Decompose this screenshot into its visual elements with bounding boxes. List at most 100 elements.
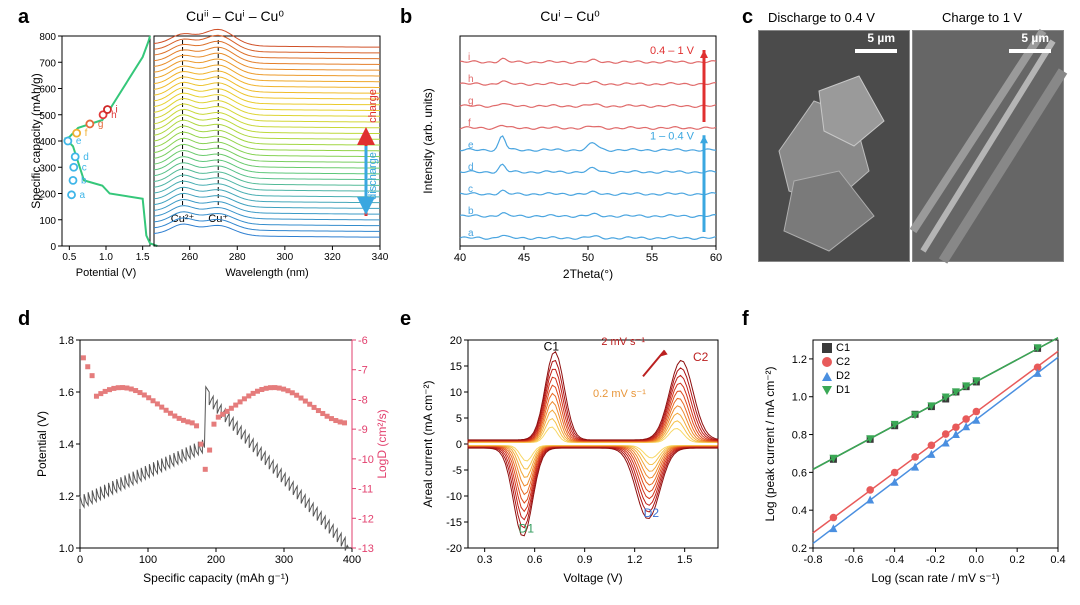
svg-text:0: 0: [456, 439, 462, 451]
panel-d-chart: 01002003004001.01.21.41.61.8-13-12-11-10…: [32, 330, 387, 590]
svg-text:55: 55: [646, 252, 658, 264]
svg-text:g: g: [98, 119, 104, 130]
svg-text:15: 15: [450, 361, 462, 373]
svg-text:C2: C2: [693, 350, 709, 364]
panel-c-right-title: Charge to 1 V: [942, 10, 1022, 25]
sem-left-shapes: [759, 31, 909, 261]
scalebar-label-left: 5 µm: [867, 31, 895, 45]
svg-text:-5: -5: [452, 465, 462, 477]
panel-label-e: e: [400, 308, 411, 331]
sem-image-right: 5 µm: [912, 30, 1064, 262]
svg-text:-9: -9: [358, 424, 368, 436]
svg-text:D1: D1: [519, 521, 535, 535]
svg-text:1.4: 1.4: [59, 439, 74, 451]
svg-text:a: a: [468, 228, 474, 239]
svg-text:c: c: [468, 184, 473, 195]
svg-text:Areal current (mA cm⁻²): Areal current (mA cm⁻²): [421, 380, 435, 507]
svg-text:1.8: 1.8: [59, 335, 74, 347]
svg-text:d: d: [468, 162, 474, 173]
svg-text:f: f: [85, 128, 88, 139]
svg-text:0: 0: [77, 554, 83, 566]
svg-text:e: e: [468, 140, 474, 151]
svg-text:1.0: 1.0: [99, 252, 113, 263]
panel-c-left-title: Discharge to 0.4 V: [768, 10, 875, 25]
svg-text:2Theta(°): 2Theta(°): [563, 267, 613, 281]
legend-item-D2: D2: [822, 370, 850, 382]
svg-text:-0.4: -0.4: [885, 554, 904, 566]
svg-text:0.8: 0.8: [792, 430, 807, 442]
svg-text:Log (scan rate / mV s⁻¹): Log (scan rate / mV s⁻¹): [871, 571, 999, 585]
svg-text:Specific capacity (mAh g⁻¹): Specific capacity (mAh g⁻¹): [143, 571, 289, 585]
svg-text:1.2: 1.2: [792, 354, 807, 366]
svg-text:1.6: 1.6: [59, 387, 74, 399]
svg-text:340: 340: [372, 252, 389, 263]
svg-text:d: d: [83, 152, 89, 163]
svg-text:-15: -15: [446, 517, 462, 529]
svg-text:280: 280: [229, 252, 246, 263]
sem-image-left: 5 µm: [758, 30, 910, 262]
svg-text:-11: -11: [358, 484, 373, 496]
legend-item-C1: C1: [822, 342, 850, 354]
svg-text:320: 320: [324, 252, 341, 263]
legend-item-D1: D1: [822, 384, 850, 396]
panel-b-title: Cuⁱ – Cu⁰: [470, 8, 670, 25]
svg-text:0.5: 0.5: [62, 252, 76, 263]
svg-text:i: i: [115, 105, 117, 116]
svg-text:200: 200: [207, 554, 225, 566]
svg-text:-20: -20: [446, 543, 462, 555]
svg-text:0.4: 0.4: [792, 505, 807, 517]
svg-text:800: 800: [39, 32, 56, 43]
svg-text:-12: -12: [358, 513, 374, 525]
svg-text:Wavelength (nm): Wavelength (nm): [225, 267, 308, 279]
svg-text:0.4 – 1 V: 0.4 – 1 V: [650, 45, 695, 57]
panel-a-chart: 01002003004005006007008000.51.01.5abcdef…: [32, 28, 387, 288]
svg-text:b: b: [81, 175, 87, 186]
panel-b-chart: 40455055602Theta(°)Intensity (arb. units…: [418, 28, 723, 288]
svg-text:Intensity (arb. units): Intensity (arb. units): [421, 88, 435, 193]
svg-text:1.5: 1.5: [136, 252, 150, 263]
svg-text:100: 100: [139, 554, 157, 566]
svg-text:100: 100: [39, 216, 56, 227]
svg-text:700: 700: [39, 58, 56, 69]
svg-text:-8: -8: [358, 394, 368, 406]
legend-item-C2: C2: [822, 356, 850, 368]
svg-text:0.6: 0.6: [792, 467, 807, 479]
panel-label-c: c: [742, 6, 753, 29]
svg-text:60: 60: [710, 252, 722, 264]
svg-text:0.4: 0.4: [1050, 554, 1065, 566]
panel-label-d: d: [18, 308, 30, 331]
svg-text:1.0: 1.0: [59, 543, 74, 555]
panel-label-f: f: [742, 308, 749, 331]
svg-text:0.6: 0.6: [527, 554, 542, 566]
svg-text:2 mV s⁻¹: 2 mV s⁻¹: [601, 336, 645, 348]
svg-text:-6: -6: [358, 335, 368, 347]
svg-text:0.9: 0.9: [577, 554, 592, 566]
svg-text:Log (peak current / mA cm⁻²): Log (peak current / mA cm⁻²): [763, 366, 777, 521]
svg-text:300: 300: [275, 554, 293, 566]
svg-text:50: 50: [582, 252, 594, 264]
svg-text:0.2: 0.2: [792, 543, 807, 555]
svg-text:h: h: [468, 74, 474, 85]
svg-text:c: c: [82, 162, 87, 173]
svg-text:1.0: 1.0: [792, 392, 807, 404]
svg-text:20: 20: [450, 335, 462, 347]
svg-text:0.3: 0.3: [477, 554, 492, 566]
svg-text:Voltage (V): Voltage (V): [563, 571, 622, 585]
svg-text:0.2 mV s⁻¹: 0.2 mV s⁻¹: [593, 388, 646, 400]
svg-text:Specific capacity (mAh/g): Specific capacity (mAh/g): [29, 73, 43, 208]
panel-e-chart: 0.30.60.91.21.5-20-15-10-505101520Voltag…: [418, 330, 728, 590]
svg-text:5: 5: [456, 413, 462, 425]
svg-text:-0.2: -0.2: [926, 554, 945, 566]
svg-text:g: g: [468, 96, 474, 107]
panel-a-title: Cuⁱⁱ – Cuⁱ – Cu⁰: [110, 8, 360, 25]
svg-text:C1: C1: [544, 339, 560, 353]
panel-label-a: a: [18, 6, 29, 29]
svg-text:Potential (V): Potential (V): [35, 411, 49, 477]
svg-text:b: b: [468, 206, 474, 217]
svg-text:-13: -13: [358, 543, 374, 555]
svg-text:-10: -10: [446, 491, 462, 503]
panel-f-chart: -0.8-0.6-0.4-0.20.00.20.40.20.40.60.81.0…: [758, 330, 1068, 590]
svg-text:-0.8: -0.8: [804, 554, 823, 566]
svg-text:0: 0: [50, 242, 56, 253]
figure-root: { "layout":{"width":1080,"height":605,"b…: [0, 0, 1080, 605]
